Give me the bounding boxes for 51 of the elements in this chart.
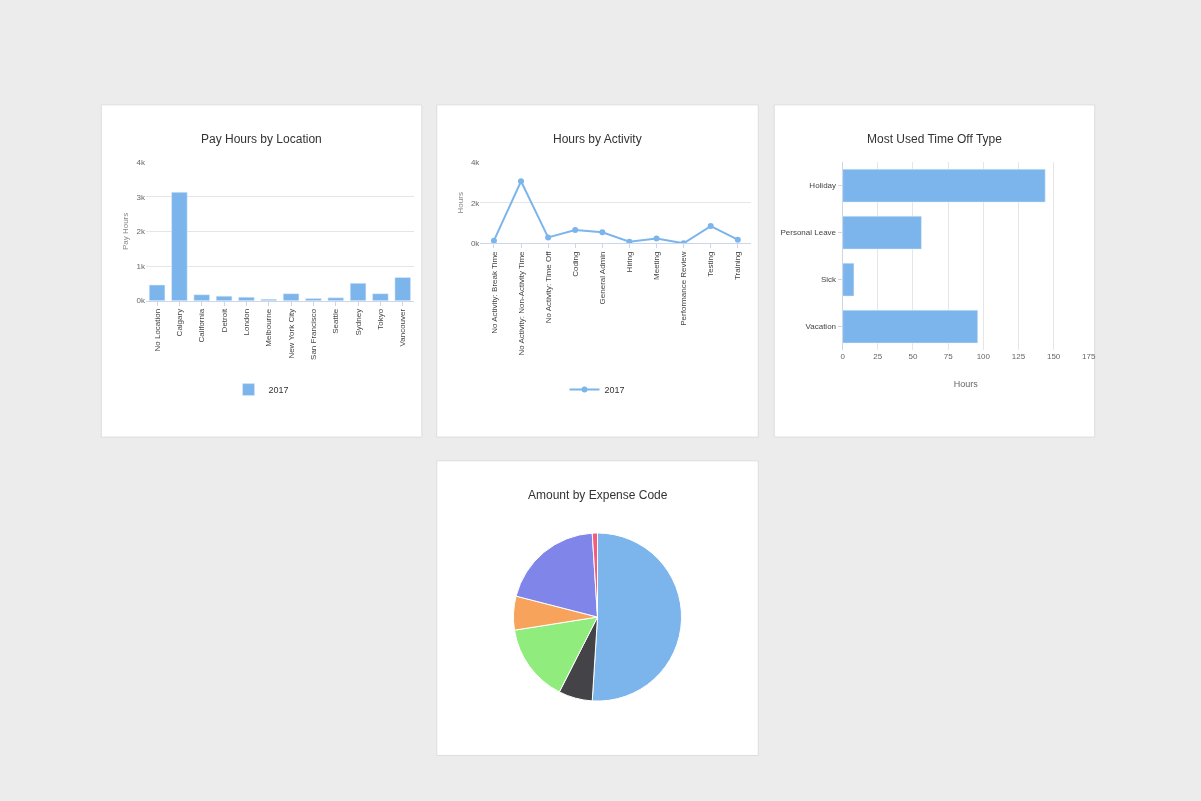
x-tick-label: 175: [1082, 352, 1097, 362]
x-tick-label: Sydney: [353, 308, 363, 336]
x-tick-label: Seattle: [331, 308, 341, 334]
y-tick-label: 2k: [136, 227, 146, 237]
x-axis-title: Hours: [953, 378, 979, 389]
y-tick-label: Personal Leave: [780, 228, 837, 238]
y-tick-label: Holiday: [809, 181, 837, 191]
x-tick-label: New York City: [286, 308, 296, 359]
x-tick-label: 0: [840, 352, 846, 362]
x-tick-label: Meeting: [652, 251, 662, 280]
y-tick-label: Vacation: [805, 322, 837, 332]
legend-label: 2017: [604, 385, 625, 396]
x-tick-label: 25: [873, 352, 883, 362]
x-tick-label: London: [242, 308, 251, 336]
x-tick-label: General Admin: [597, 251, 607, 305]
x-tick-label: No Activity: Time Off: [543, 250, 553, 324]
x-tick-label: 50: [908, 352, 918, 362]
x-tick-label: Tokyo: [375, 308, 385, 330]
y-tick-label: 4k: [136, 158, 146, 167]
chart-title: Pay Hours by Location: [201, 132, 322, 146]
x-tick-label: 125: [1011, 352, 1026, 362]
y-axis-title: Pay Hours: [121, 212, 131, 251]
x-tick-label: Hiring: [625, 251, 635, 273]
y-tick-label: Sick: [820, 275, 838, 285]
x-tick-label: Training: [733, 251, 743, 281]
y-tick-label: 0k: [470, 239, 481, 249]
x-tick-label: Melbourne: [264, 308, 274, 347]
y-axis-title: Hours: [455, 192, 465, 214]
x-tick-label: 150: [1046, 352, 1061, 362]
x-tick-label: No Activity: Non-Activity Time: [516, 250, 526, 356]
y-tick-label: 3k: [136, 192, 146, 202]
x-tick-label: Detroit: [219, 308, 229, 333]
x-tick-label: Vancouver: [398, 308, 408, 347]
y-tick-label: 0k: [136, 296, 146, 306]
x-tick-label: 100: [976, 352, 991, 362]
x-tick-label: No Activity: Break Time: [489, 250, 499, 334]
x-tick-label: Calgary: [175, 308, 185, 337]
x-tick-label: 75: [943, 352, 954, 362]
x-tick-label: Testing: [706, 251, 716, 277]
x-tick-label: Performance Review: [679, 251, 689, 326]
x-tick-label: California: [197, 308, 207, 343]
x-tick-label: No Location: [152, 308, 162, 352]
chart-title: Amount by Expense Code: [528, 488, 668, 502]
chart-title: Most Used Time Off Type: [867, 132, 1003, 146]
y-tick-label: 1k: [136, 261, 146, 271]
x-tick-label: San Francisco: [309, 308, 318, 360]
y-tick-label: 4k: [470, 158, 481, 167]
chart-title: Hours by Activity: [553, 132, 642, 146]
x-tick-label: Coding: [570, 251, 580, 277]
y-tick-label: 2k: [470, 198, 481, 208]
legend-label: 2017: [268, 385, 289, 396]
